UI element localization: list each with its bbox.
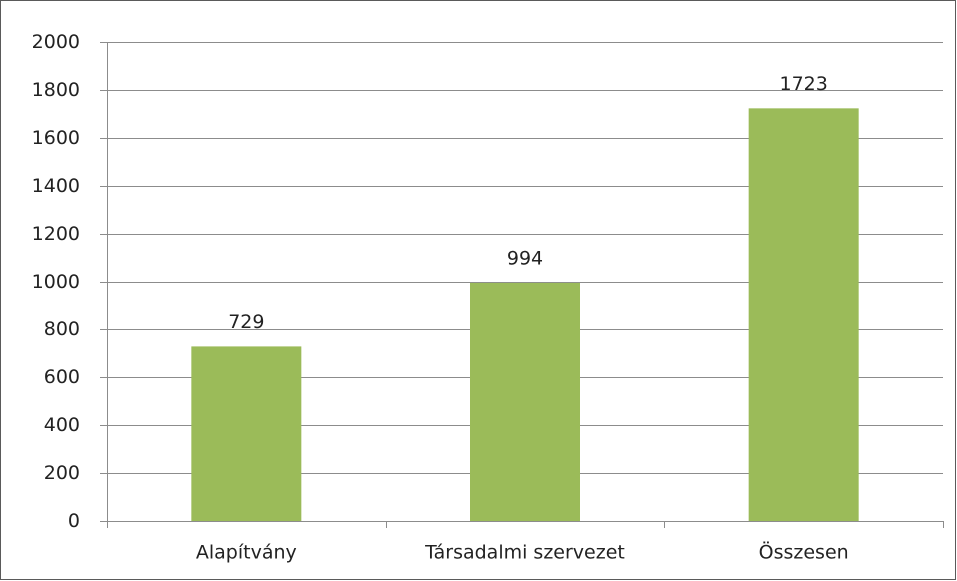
data-label: 1723: [779, 73, 827, 95]
bar: [191, 346, 302, 521]
y-tick-label: 0: [68, 510, 80, 532]
data-label: 729: [228, 311, 264, 333]
bar: [470, 282, 580, 521]
y-tick-label: 1200: [32, 223, 80, 245]
y-tick-label: 1600: [32, 127, 80, 149]
y-tick-label: 1800: [32, 79, 80, 101]
y-tick-label: 200: [44, 462, 80, 484]
y-tick-label: 1400: [32, 175, 80, 197]
x-tick-label: Összesen: [759, 541, 849, 564]
y-tick-label: 2000: [32, 31, 80, 53]
data-label: 994: [507, 247, 543, 269]
x-tick-label: Társadalmi szervezet: [424, 542, 625, 564]
x-tick-label: Alapítvány: [196, 542, 297, 564]
bar: [748, 108, 859, 522]
y-tick-label: 1000: [32, 271, 80, 293]
y-tick-label: 800: [44, 318, 80, 340]
y-tick-label: 600: [44, 366, 80, 388]
y-tick-label: 400: [44, 414, 80, 436]
